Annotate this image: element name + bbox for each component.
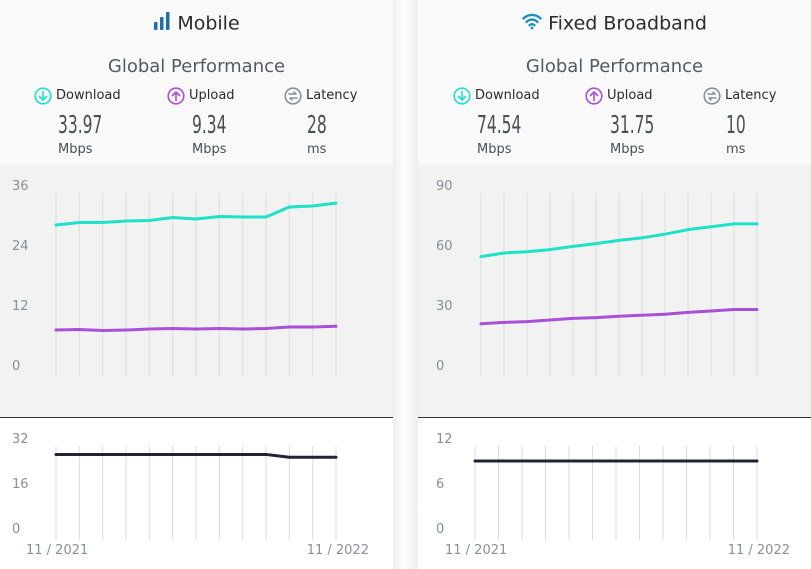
download-arrow-icon: [453, 87, 471, 105]
fixed-title: Fixed Broadband: [418, 10, 811, 36]
y-tick-label: 30: [436, 299, 453, 314]
chart-divider: [0, 417, 393, 418]
latency-label: Latency: [703, 86, 776, 106]
download-unit: Mbps: [58, 142, 93, 157]
latency-value: 28: [307, 110, 327, 139]
x-tick-label-start: 11 / 2021: [445, 543, 507, 558]
latency-icon: [703, 87, 721, 105]
wifi-icon: [522, 11, 542, 37]
mobile-download-metric: Download 33.97 Mbps: [34, 86, 154, 164]
fixed-latency-metric: Latency 10 ms: [703, 86, 811, 164]
upload-label: Upload: [585, 86, 653, 106]
download-value: 33.97: [58, 110, 103, 139]
y-tick-label: 60: [436, 239, 453, 254]
panel-title-text: Fixed Broadband: [548, 12, 707, 35]
chart-divider: [418, 417, 811, 418]
mobile-latency-metric: Latency 28 ms: [284, 86, 404, 164]
mobile-panel: Mobile Global Performance Download 33.97…: [0, 0, 393, 569]
upload-arrow-icon: [585, 87, 603, 105]
upload-unit: Mbps: [610, 142, 645, 157]
panel-gutter: [393, 0, 418, 569]
download-label: Download: [453, 86, 540, 106]
y-tick-label: 12: [436, 432, 453, 447]
mobile-speed-chart: 0 12 24 36: [12, 179, 338, 377]
upload-value: 9.34: [192, 110, 227, 139]
mobile-upload-metric: Upload 9.34 Mbps: [167, 86, 287, 164]
upload-arrow-icon: [167, 87, 185, 105]
y-tick-label: 0: [436, 359, 444, 374]
fixed-latency-chart: 0 6 12 11 / 2021 11 / 2022: [436, 432, 790, 558]
upload-unit: Mbps: [192, 142, 227, 157]
latency-unit: ms: [726, 142, 746, 157]
fixed-subtitle: Global Performance: [525, 56, 704, 77]
fixed-latency-chart-area: 0 6 12 11 / 2021 11 / 2022: [418, 418, 811, 569]
y-tick-label: 0: [12, 522, 20, 537]
download-label: Download: [34, 86, 121, 106]
y-tick-label: 32: [12, 432, 29, 447]
download-unit: Mbps: [477, 142, 512, 157]
signal-bars-icon: [153, 11, 171, 37]
fixed-speed-chart: 0 30 60 90: [436, 179, 759, 377]
latency-value: 10: [726, 110, 746, 139]
x-tick-label-end: 11 / 2022: [728, 543, 790, 558]
y-tick-label: 0: [436, 522, 444, 537]
y-tick-label: 6: [436, 477, 444, 492]
y-tick-label: 16: [12, 477, 29, 492]
x-tick-label-end: 11 / 2022: [307, 543, 369, 558]
fixed-panel: Fixed Broadband Global Performance Downl…: [418, 0, 811, 569]
y-tick-label: 90: [436, 179, 453, 194]
mobile-latency-chart: 0 16 32 11 / 2021 11 / 2022: [12, 432, 369, 558]
y-tick-label: 24: [12, 239, 29, 254]
latency-unit: ms: [307, 142, 327, 157]
y-tick-label: 12: [12, 299, 29, 314]
fixed-speed-chart-area: 0 30 60 90: [418, 165, 811, 417]
mobile-speed-chart-area: 0 12 24 36: [0, 165, 393, 417]
x-tick-label-start: 11 / 2021: [26, 543, 88, 558]
mobile-subtitle: Global Performance: [107, 56, 286, 77]
y-tick-label: 36: [12, 179, 29, 194]
latency-label: Latency: [284, 86, 357, 106]
y-tick-label: 0: [12, 359, 20, 374]
fixed-header: Fixed Broadband Global Performance Downl…: [418, 0, 811, 165]
mobile-header: Mobile Global Performance Download 33.97…: [0, 0, 393, 165]
upload-label: Upload: [167, 86, 235, 106]
download-arrow-icon: [34, 87, 52, 105]
upload-value: 31.75: [610, 110, 655, 139]
mobile-title: Mobile: [0, 10, 393, 36]
latency-icon: [284, 87, 302, 105]
fixed-upload-metric: Upload 31.75 Mbps: [585, 86, 705, 164]
mobile-latency-chart-area: 0 16 32 11 / 2021 11 / 2022: [0, 418, 393, 569]
panel-title-text: Mobile: [177, 12, 240, 35]
fixed-download-metric: Download 74.54 Mbps: [453, 86, 573, 164]
download-value: 74.54: [477, 110, 522, 139]
